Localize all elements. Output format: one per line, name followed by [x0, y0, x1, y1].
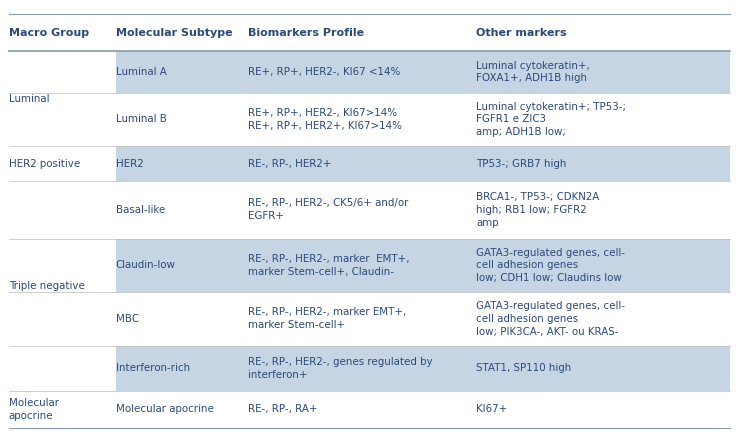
- Bar: [9, 391, 115, 428]
- Text: Molecular Subtype: Molecular Subtype: [115, 28, 232, 38]
- Text: Luminal B: Luminal B: [115, 114, 166, 124]
- Text: HER2 positive: HER2 positive: [9, 159, 80, 169]
- Text: Macro Group: Macro Group: [9, 28, 89, 38]
- Bar: [9, 146, 115, 181]
- Bar: [9, 181, 115, 239]
- Text: Luminal cytokeratin+,
FOXA1+, ADH1B high: Luminal cytokeratin+, FOXA1+, ADH1B high: [476, 60, 590, 83]
- Text: RE-, RP-, RA+: RE-, RP-, RA+: [248, 404, 318, 414]
- Text: Biomarkers Profile: Biomarkers Profile: [248, 28, 364, 38]
- Text: Molecular
apocrine: Molecular apocrine: [9, 398, 59, 421]
- Text: GATA3-regulated genes, cell-
cell adhesion genes
low; PIK3CA-, AKT- ou KRAS-: GATA3-regulated genes, cell- cell adhesi…: [476, 301, 625, 337]
- Text: Molecular apocrine: Molecular apocrine: [115, 404, 214, 414]
- Text: RE-, RP-, HER2-, CK5/6+ and/or
EGFR+: RE-, RP-, HER2-, CK5/6+ and/or EGFR+: [248, 198, 409, 221]
- Bar: [9, 92, 115, 146]
- Text: Other markers: Other markers: [476, 28, 567, 38]
- Text: RE+, RP+, HER2-, KI67>14%
RE+, RP+, HER2+, KI67>14%: RE+, RP+, HER2-, KI67>14% RE+, RP+, HER2…: [248, 108, 402, 131]
- Text: RE-, RP-, HER2-, genes regulated by
interferon+: RE-, RP-, HER2-, genes regulated by inte…: [248, 357, 432, 380]
- Text: TP53-; GRB7 high: TP53-; GRB7 high: [476, 159, 567, 169]
- Text: RE+, RP+, HER2-, KI67 <14%: RE+, RP+, HER2-, KI67 <14%: [248, 67, 401, 77]
- Bar: [9, 239, 730, 292]
- Text: Basal-like: Basal-like: [115, 205, 165, 215]
- Bar: [9, 292, 730, 346]
- Bar: [9, 292, 115, 346]
- Bar: [9, 239, 115, 292]
- Bar: [9, 391, 730, 428]
- Bar: [9, 92, 730, 146]
- Bar: [9, 51, 115, 92]
- Text: Luminal: Luminal: [9, 94, 50, 104]
- Text: MBC: MBC: [115, 314, 138, 324]
- Text: STAT1, SP110 high: STAT1, SP110 high: [476, 363, 571, 373]
- Text: Triple negative: Triple negative: [9, 281, 85, 291]
- Text: HER2: HER2: [115, 159, 143, 169]
- Text: RE-, RP-, HER2-, marker EMT+,
marker Stem-cell+: RE-, RP-, HER2-, marker EMT+, marker Ste…: [248, 307, 406, 330]
- Text: Luminal cytokeratin+; TP53-;
FGFR1 e ZIC3
amp; ADH1B low;: Luminal cytokeratin+; TP53-; FGFR1 e ZIC…: [476, 102, 626, 137]
- Text: GATA3-regulated genes, cell-
cell adhesion genes
low; CDH1 low; Claudins low: GATA3-regulated genes, cell- cell adhesi…: [476, 247, 625, 283]
- Bar: [9, 346, 730, 391]
- Bar: [9, 146, 730, 181]
- Text: Claudin-low: Claudin-low: [115, 260, 175, 270]
- Text: RE-, RP-, HER2+: RE-, RP-, HER2+: [248, 159, 331, 169]
- Bar: [9, 181, 730, 239]
- Text: RE-, RP-, HER2-, marker  EMT+,
marker Stem-cell+, Claudin-: RE-, RP-, HER2-, marker EMT+, marker Ste…: [248, 254, 409, 277]
- Text: KI67+: KI67+: [476, 404, 508, 414]
- Text: BRCA1-, TP53-; CDKN2A
high; RB1 low; FGFR2
amp: BRCA1-, TP53-; CDKN2A high; RB1 low; FGF…: [476, 192, 599, 228]
- Text: Interferon-rich: Interferon-rich: [115, 363, 190, 373]
- Bar: [9, 346, 115, 391]
- Bar: [9, 51, 730, 92]
- Text: Luminal A: Luminal A: [115, 67, 166, 77]
- Bar: [9, 14, 730, 51]
